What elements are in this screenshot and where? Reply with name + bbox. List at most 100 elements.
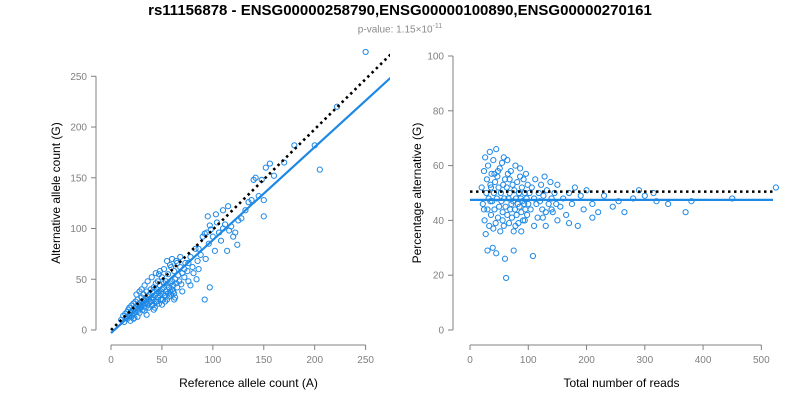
left-data-point	[148, 274, 155, 281]
right-data-point	[539, 206, 546, 213]
left-data-point	[362, 48, 369, 56]
right-panel: 0 100 200 300 400 500 0 20 40 60 80 100 Total number…	[410, 52, 780, 390]
left-data-point	[184, 268, 191, 275]
right-data-point	[480, 167, 488, 175]
right-data-point	[563, 211, 570, 219]
right-data-point	[499, 217, 506, 224]
left-data-point	[145, 304, 152, 311]
right-data-point	[530, 222, 538, 229]
left-data-point	[270, 172, 278, 179]
right-data-point	[518, 228, 525, 235]
left-data-point	[195, 245, 202, 252]
right-data-point	[518, 209, 525, 216]
right-data-point	[517, 165, 524, 172]
left-data-point	[141, 282, 148, 289]
right-data-point	[665, 200, 672, 208]
right-x-tick-label: 300	[636, 355, 653, 366]
right-data-point	[609, 203, 616, 210]
left-y-tick-label: 150	[70, 173, 87, 184]
right-x-tick-label: 200	[578, 355, 595, 366]
right-data-point	[504, 157, 511, 164]
left-data-point	[164, 290, 172, 297]
left-data-point	[178, 281, 185, 288]
left-data-point	[193, 276, 200, 283]
right-data-point	[548, 206, 555, 213]
right-data-point	[615, 198, 622, 205]
right-data-point	[641, 192, 648, 199]
right-data-point	[571, 184, 578, 191]
right-data-point	[489, 244, 496, 251]
right-data-point	[500, 222, 507, 229]
right-data-point	[589, 214, 596, 221]
right-data-point	[621, 209, 628, 216]
right-data-point	[772, 184, 780, 191]
right-data-point	[557, 203, 564, 210]
right-data-point	[487, 211, 495, 219]
right-data-point	[507, 206, 514, 213]
left-data-point	[155, 271, 162, 278]
left-data-point	[136, 288, 143, 295]
left-x-axis-label: Reference allele count (A)	[179, 376, 318, 390]
subtitle-base: 10	[421, 24, 433, 36]
left-data-point	[166, 261, 174, 269]
right-data-point	[494, 214, 502, 221]
left-data-point	[232, 229, 239, 236]
right-data-point	[507, 167, 514, 175]
right-data-point	[492, 220, 499, 227]
subtitle-exponent: -11	[432, 23, 443, 30]
left-data-point	[133, 291, 140, 298]
left-y-tick-label: 250	[70, 72, 87, 83]
left-data-point	[155, 300, 162, 307]
left-data-point	[206, 284, 213, 291]
left-data-point	[238, 215, 245, 222]
right-data-point	[526, 189, 533, 197]
right-data-point	[595, 209, 602, 216]
right-data-point	[510, 228, 517, 235]
left-data-point	[245, 199, 252, 206]
subtitle-prefix: p-value:	[357, 24, 397, 36]
right-x-axis-label: Total number of reads	[563, 376, 679, 390]
right-data-point	[525, 200, 532, 208]
left-data-point	[154, 294, 161, 301]
right-data-point	[577, 192, 584, 199]
right-data-point	[630, 195, 637, 202]
right-data-point	[548, 195, 555, 202]
left-data-point	[194, 257, 201, 265]
right-data-point	[543, 187, 551, 194]
left-data-point	[213, 219, 221, 226]
left-data-point	[202, 255, 209, 263]
right-data-point	[523, 195, 530, 202]
left-data-point	[185, 259, 192, 267]
left-y-axis-label: Alternative allele count (G)	[49, 122, 63, 263]
right-data-point	[560, 195, 567, 202]
right-data-point	[539, 214, 546, 221]
left-data-point	[260, 213, 267, 220]
right-data-point	[505, 220, 513, 227]
left-y-tick-label: 100	[70, 224, 87, 235]
right-data-point	[493, 195, 500, 202]
left-data-point	[211, 247, 218, 254]
right-data-point	[500, 154, 507, 161]
right-data-point	[504, 211, 511, 219]
right-data-point	[496, 203, 503, 210]
right-data-point	[500, 181, 507, 188]
right-data-point	[487, 181, 494, 188]
right-y-tick-label: 20	[433, 271, 445, 282]
left-data-point	[127, 317, 134, 324]
right-data-point	[503, 274, 510, 282]
left-data-point	[162, 288, 170, 295]
left-y-tick-label: 0	[81, 326, 87, 337]
left-fit-line	[110, 76, 390, 334]
right-data-point	[554, 217, 561, 224]
left-data-point	[189, 263, 196, 271]
right-data-point	[542, 209, 549, 216]
right-data-point	[484, 247, 491, 254]
right-data-point	[519, 217, 527, 224]
left-data-point	[225, 203, 232, 210]
right-data-point	[481, 217, 488, 224]
right-y-tick-label: 100	[427, 52, 444, 63]
left-y-tick-label: 200	[70, 123, 87, 134]
right-data-point	[497, 228, 504, 235]
left-data-point	[165, 293, 173, 300]
